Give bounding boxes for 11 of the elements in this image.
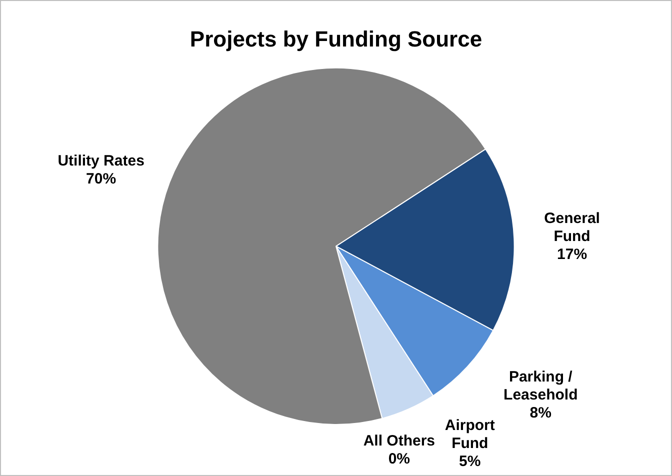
slice-label: Utility Rates xyxy=(58,152,144,170)
slice-label: General Fund xyxy=(544,210,600,246)
slice-label: Parking / Leasehold xyxy=(504,368,578,404)
category-label: All Others xyxy=(363,432,436,450)
chart-title: Projects by Funding Source xyxy=(190,26,482,52)
data-label: 70% xyxy=(86,170,116,188)
data-label: 5% xyxy=(459,453,481,470)
slice-label: Airport Fund xyxy=(444,417,495,452)
data-label: 17% xyxy=(557,246,588,264)
data-label: 8% xyxy=(530,404,552,422)
text: 0% xyxy=(388,450,410,468)
